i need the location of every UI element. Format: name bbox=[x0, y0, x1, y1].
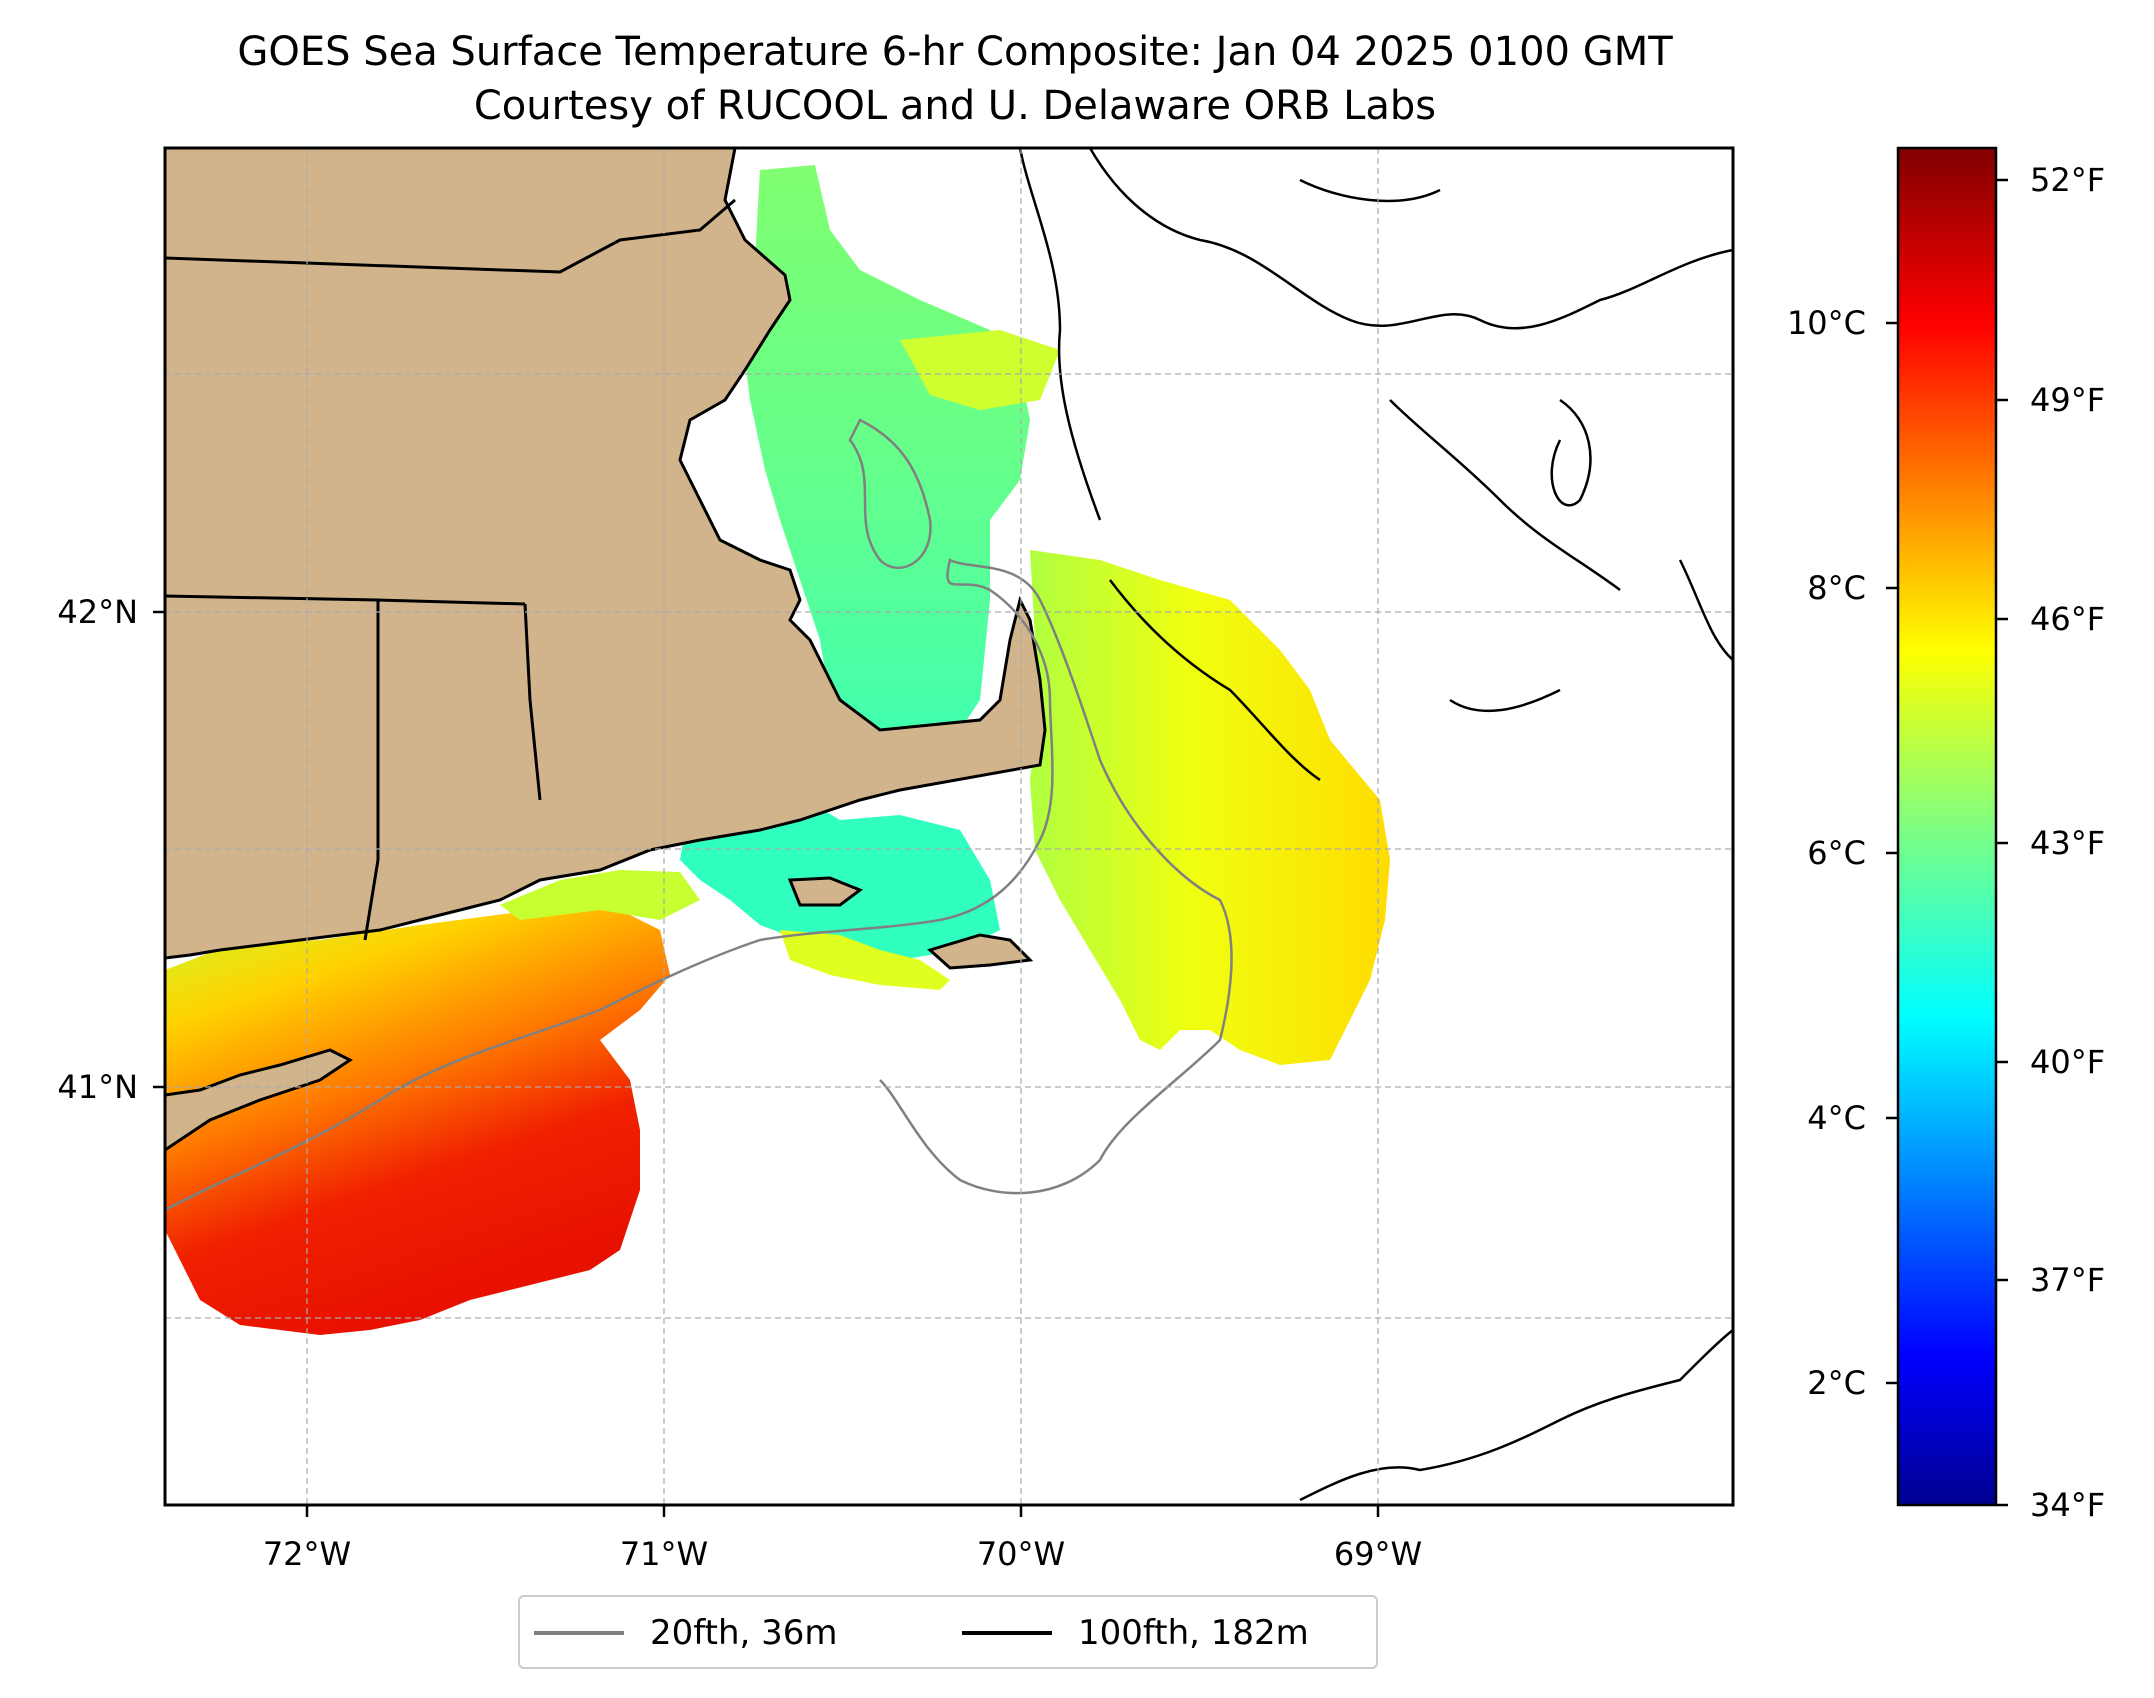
sst-field-muskeget bbox=[780, 930, 950, 990]
colorbar bbox=[1896, 146, 1998, 1507]
state-border-ct-ri bbox=[363, 600, 380, 941]
colorbar-ticks bbox=[1886, 178, 2008, 1507]
lat-tick-42n: 42°N bbox=[57, 593, 138, 631]
sst-field-sound bbox=[500, 870, 700, 920]
colorbar-f-label: 40°F bbox=[2030, 1043, 2106, 1081]
axis-ticks bbox=[153, 610, 1380, 1517]
lon-tick-69w: 69°W bbox=[1333, 1535, 1423, 1573]
map-frame bbox=[163, 146, 1735, 1507]
gulf-of-maine-coast bbox=[1018, 148, 1733, 1502]
isobath-legend: 20fth, 36m 100fth, 182m bbox=[518, 1595, 1378, 1669]
land-long-island bbox=[165, 1048, 353, 1152]
sst-field-gulf-of-maine-north bbox=[900, 330, 1060, 410]
lon-tick-72w: 72°W bbox=[262, 1535, 352, 1573]
state-border-ri-ma bbox=[523, 603, 542, 801]
land-nantucket bbox=[927, 933, 1034, 970]
sst-field-south bbox=[165, 900, 670, 1335]
legend-entry-100fth: 100fth, 182m bbox=[962, 1613, 1309, 1653]
colorbar-c-label: 6°C bbox=[1807, 834, 1866, 872]
colorbar-f-label: 49°F bbox=[2030, 381, 2106, 419]
colorbar-c-label: 2°C bbox=[1807, 1364, 1866, 1402]
sst-field-georges-east bbox=[1030, 550, 1390, 1065]
lat-lon-grid bbox=[165, 148, 1733, 1505]
isobath-20fth-cape bbox=[848, 418, 932, 570]
legend-label: 20fth, 36m bbox=[650, 1613, 838, 1653]
lon-tick-71w: 71°W bbox=[619, 1535, 709, 1573]
colorbar-f-label: 34°F bbox=[2030, 1486, 2106, 1524]
legend-label: 100fth, 182m bbox=[1078, 1613, 1309, 1653]
lat-tick-41n: 41°N bbox=[57, 1068, 138, 1106]
legend-line-black bbox=[962, 1631, 1052, 1635]
lon-tick-70w: 70°W bbox=[976, 1535, 1066, 1573]
colorbar-f-label: 37°F bbox=[2030, 1261, 2106, 1299]
land-new-england bbox=[165, 148, 1047, 960]
sst-field-cape-cod-bay bbox=[740, 165, 1030, 745]
isobath-100fth-line bbox=[1109, 399, 1621, 782]
figure-subtitle: Courtesy of RUCOOL and U. Delaware ORB L… bbox=[473, 83, 1437, 129]
isobath-20fth-line bbox=[165, 558, 1233, 1212]
figure-title: GOES Sea Surface Temperature 6-hr Compos… bbox=[237, 29, 1673, 75]
legend-line-gray bbox=[534, 1631, 624, 1635]
state-border-ma-nh bbox=[165, 198, 736, 274]
legend-entry-20fth: 20fth, 36m bbox=[534, 1613, 838, 1653]
colorbar-f-label: 46°F bbox=[2030, 600, 2106, 638]
colorbar-f-label: 52°F bbox=[2030, 161, 2106, 199]
colorbar-c-label: 10°C bbox=[1786, 304, 1866, 342]
colorbar-f-label: 43°F bbox=[2030, 824, 2106, 862]
colorbar-c-label: 8°C bbox=[1807, 569, 1866, 607]
colorbar-c-label: 4°C bbox=[1807, 1099, 1866, 1137]
land-marthas-vineyard bbox=[787, 876, 864, 907]
